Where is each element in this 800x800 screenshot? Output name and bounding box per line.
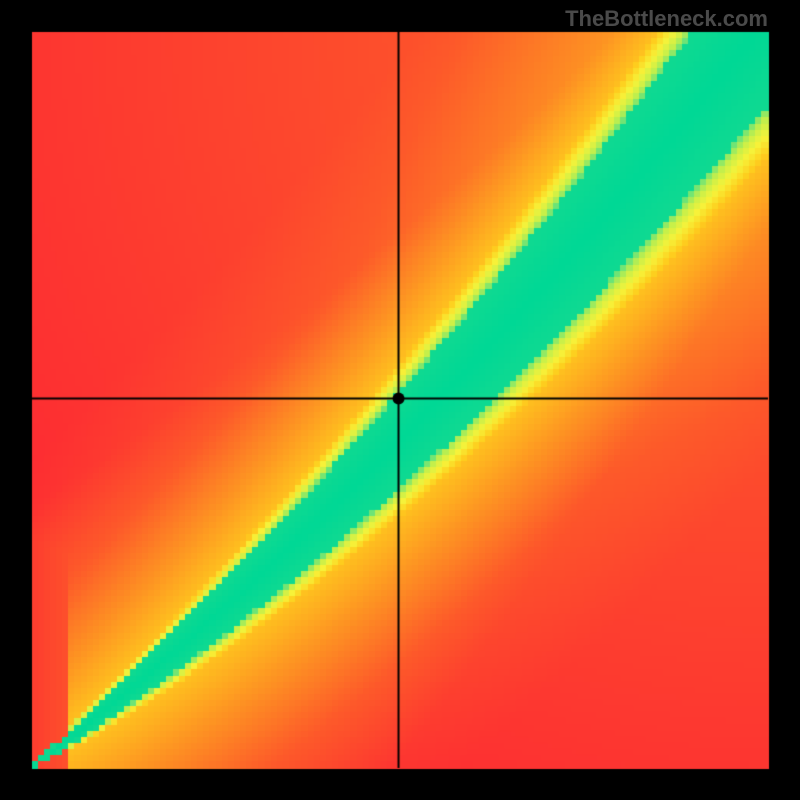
watermark-text: TheBottleneck.com xyxy=(565,6,768,32)
chart-container: TheBottleneck.com xyxy=(0,0,800,800)
bottleneck-heatmap xyxy=(0,0,800,800)
